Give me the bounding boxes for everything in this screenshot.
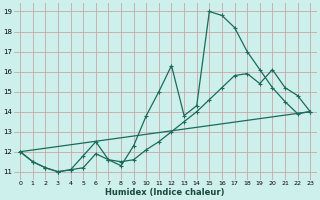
X-axis label: Humidex (Indice chaleur): Humidex (Indice chaleur) [106,188,225,197]
